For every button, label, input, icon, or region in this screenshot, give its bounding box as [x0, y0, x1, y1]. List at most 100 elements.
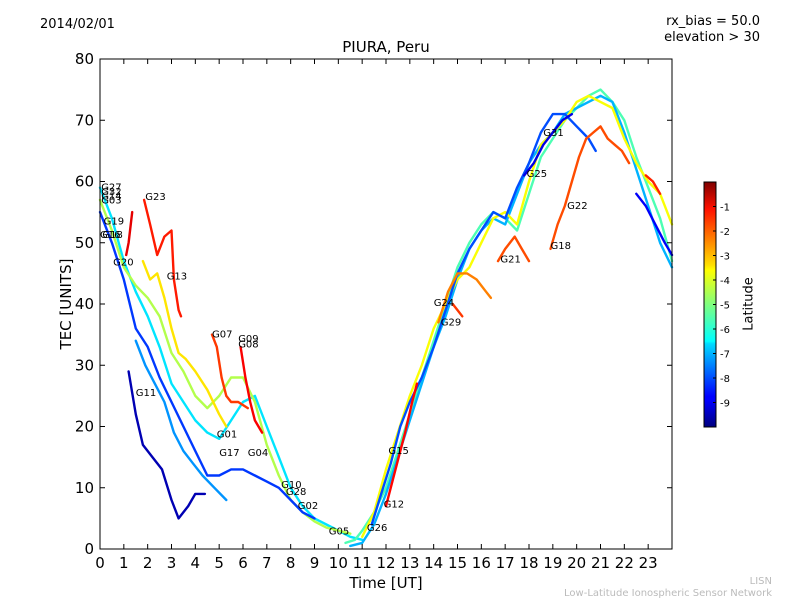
x-tick-label: 9	[310, 554, 320, 572]
x-tick-label: 11	[353, 554, 372, 572]
x-tick-label: 5	[214, 554, 224, 572]
satellite-label: G18	[102, 230, 122, 241]
tec-series-13	[370, 112, 597, 526]
date-label: 2014/02/01	[40, 17, 115, 32]
satellite-label: G02	[298, 501, 318, 512]
tec-series-0	[98, 186, 364, 541]
colorbar-tick-label: -1	[720, 203, 730, 214]
satellite-label: G26	[367, 523, 387, 534]
y-tick-label: 50	[75, 234, 94, 252]
x-tick-label: 20	[567, 554, 586, 572]
credit-long: Low-Latitude Ionospheric Sensor Network	[564, 588, 772, 599]
y-tick-label: 60	[75, 173, 94, 191]
series-layer	[98, 88, 674, 548]
x-tick-label: 0	[95, 554, 105, 572]
tec-series-4	[134, 339, 228, 502]
x-axis-label: Time [UT]	[349, 574, 423, 592]
tec-series-7	[210, 333, 250, 410]
satellite-label: G12	[384, 499, 404, 510]
y-tick-label: 20	[75, 418, 94, 436]
y-tick-label: 80	[75, 50, 94, 68]
tec-series-14	[384, 382, 419, 508]
colorbar-tick-label: -7	[720, 350, 730, 361]
tec-series-12	[361, 94, 674, 538]
credit-short: LISN	[749, 576, 772, 587]
colorbar-tick-label: -8	[720, 374, 730, 385]
satellite-label: G27	[101, 183, 121, 194]
satellite-label: G08	[238, 340, 258, 351]
x-tick-label: 21	[591, 554, 610, 572]
x-tick-label: 14	[424, 554, 443, 572]
tec-series-17	[496, 235, 531, 263]
colorbar-tick-label: -5	[720, 301, 730, 312]
satellite-label: G14	[101, 191, 121, 202]
satellite-label: G31	[543, 128, 563, 139]
satellite-label: G07	[212, 330, 232, 341]
x-tick-label: 1	[119, 554, 129, 572]
x-tick-label: 3	[167, 554, 177, 572]
x-tick-label: 2	[143, 554, 153, 572]
x-tick-label: 23	[639, 554, 658, 572]
y-tick-label: 0	[84, 540, 94, 558]
satellite-label: G17	[219, 448, 239, 459]
satellite-label: G29	[441, 317, 461, 328]
satellite-label: G19	[104, 216, 124, 227]
tec-series-11	[349, 94, 674, 548]
colorbar-tick-label: -2	[720, 227, 730, 238]
rx-bias-label: rx_bias = 50.0	[666, 14, 760, 29]
satellite-label: G21	[500, 254, 520, 265]
y-ticks: 0 10 20 30 40 50 60 70 80	[75, 50, 672, 558]
tec-series-19	[523, 112, 574, 177]
x-tick-label: 13	[400, 554, 419, 572]
tec-series-15	[437, 272, 493, 324]
satellite-label: G05	[329, 526, 349, 537]
elevation-label: elevation > 30	[664, 30, 760, 45]
colorbar-tick-label: -4	[720, 276, 730, 287]
satellite-label: G32	[101, 187, 121, 198]
colorbar-tick-label: -9	[720, 399, 730, 410]
satellite-label: G09	[238, 334, 258, 345]
satellite-label: G04	[248, 448, 268, 459]
y-tick-label: 40	[75, 295, 94, 313]
satellite-label: G18	[551, 241, 571, 252]
x-tick-label: 4	[191, 554, 201, 572]
x-tick-label: 6	[238, 554, 248, 572]
colorbar-tick-label: -6	[720, 325, 730, 336]
tec-series-9	[124, 210, 134, 257]
satellite-label: G11	[136, 388, 156, 399]
x-tick-label: 18	[519, 554, 538, 572]
tec-series-8	[239, 345, 264, 434]
tec-series-16	[451, 302, 464, 318]
satellite-label: G16	[100, 230, 120, 241]
satellite-label: G01	[217, 430, 237, 441]
x-tick-label: 10	[329, 554, 348, 572]
tec-series-20	[635, 192, 674, 257]
tec-series-18	[549, 125, 631, 251]
y-tick-label: 70	[75, 111, 94, 129]
tec-series-6	[142, 198, 183, 318]
tec-series-2	[98, 210, 316, 520]
colorbar-ticks: -9 -8 -7 -6 -5 -4 -3 -2 -1	[713, 203, 730, 410]
satellite-label: G24	[434, 298, 454, 309]
satellite-label: G28	[286, 487, 306, 498]
chart-title: PIURA, Peru	[342, 38, 430, 56]
x-tick-label: 15	[448, 554, 467, 572]
satellite-label: G25	[527, 169, 547, 180]
x-tick-label: 12	[376, 554, 395, 572]
satellite-label: G20	[113, 257, 133, 268]
colorbar-tick-label: -3	[720, 252, 730, 263]
satellite-label: G22	[567, 201, 587, 212]
tec-series-21	[644, 174, 662, 196]
satellite-label: G23	[145, 192, 165, 203]
satellite-label: G03	[101, 196, 121, 207]
tec-series-3	[127, 370, 207, 520]
x-tick-label: 16	[472, 554, 491, 572]
tec-series-1	[98, 198, 352, 535]
x-tick-label: 22	[615, 554, 634, 572]
x-tick-label: 8	[286, 554, 296, 572]
x-tick-label: 19	[543, 554, 562, 572]
satellite-label: G10	[281, 480, 301, 491]
satellite-label: G13	[167, 272, 187, 283]
